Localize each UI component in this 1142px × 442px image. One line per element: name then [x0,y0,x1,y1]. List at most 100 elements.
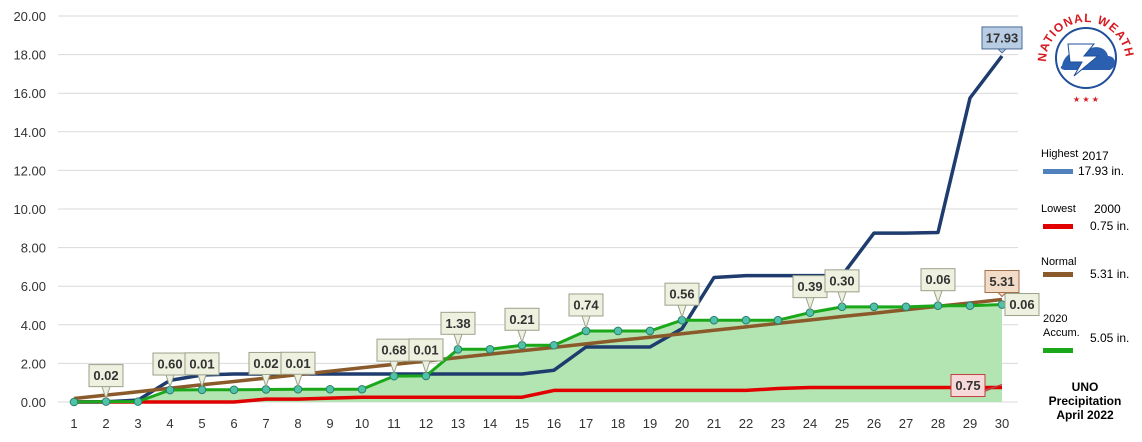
callout-pointer [933,290,943,305]
callout-box [280,351,316,375]
data-label: 0.75 [955,378,980,393]
x-tick-label: 19 [643,416,657,431]
data-label-callout: 0.02 [88,364,124,401]
y-tick-label: 0.00 [21,395,46,410]
data-label-callout: 17.93 [981,26,1023,54]
series-area-2020-accum [74,304,1002,402]
x-tick-label: 26 [867,416,881,431]
data-label-callout: 0.30 [824,269,860,306]
series-line-highest [73,54,1004,404]
data-label: 5.31 [989,274,1014,289]
callout-box [408,338,444,362]
callout-pointer [997,292,1007,298]
data-point-2020-accum [741,315,751,325]
y-tick-label: 14.00 [13,125,46,140]
series-line-lowest [74,385,1002,404]
callout-pointer [389,360,399,375]
data-label-callout: 0.06 [920,268,956,305]
series-line-2020-accum [73,303,1003,404]
callout-pointer [837,291,847,306]
x-tick-label: 22 [739,416,753,431]
data-point-2020-accum [645,326,655,336]
callout-box [504,307,540,331]
data-label: 0.68 [381,343,406,358]
data-point-2020-accum [325,384,335,394]
data-label-callout: 0.56 [664,282,700,319]
data-label: 0.01 [285,356,310,371]
data-point-2020-accum [69,397,79,407]
legend-lowest-value: 0.75 in. [1090,219,1130,233]
legend-current-label-line1: 2020 [1043,313,1068,325]
data-point-2020-accum [773,315,783,325]
x-tick-label: 25 [835,416,849,431]
data-label: 0.01 [189,356,214,371]
x-tick-label: 28 [931,416,945,431]
legend-highest-label: Highest [1041,148,1079,160]
callout-box [984,270,1020,294]
callout-pointer [453,334,463,348]
callout-box [568,293,604,317]
legend-current-label-line2: Accum. [1043,327,1080,339]
x-tick-label: 20 [675,416,689,431]
x-tick-label: 4 [166,416,173,431]
data-label: 0.02 [93,368,118,383]
callout-box [1004,293,1040,317]
data-point-2020-accum [229,385,239,395]
data-label-callout: 0.01 [184,352,220,389]
data-point-2020-accum [901,302,911,312]
callout-box [440,311,476,335]
data-point-2020-accum [869,302,879,312]
data-point-2020-accum [613,326,623,336]
x-tick-label: 9 [326,416,333,431]
data-label-callout: 1.38 [440,311,476,348]
legend-highest-value: 17.93 in. [1078,164,1125,178]
callout-pointer [805,297,815,312]
data-label: 0.39 [797,279,822,294]
nws-logo-icon: NATIONAL WEATHER SERVICE ★ ★ ★ [1027,0,1140,108]
x-tick-label: 5 [198,416,205,431]
callout-pointer [101,386,111,401]
data-point-2020-accum [133,397,143,406]
data-label: 0.06 [925,272,950,287]
y-tick-label: 20.00 [13,9,46,24]
series-line-normal [73,297,1003,401]
callout-pointer [293,374,303,388]
data-label: 0.02 [253,356,278,371]
data-label-callout: 0.02 [248,351,284,389]
legend-lowest-year: 2000 [1094,202,1121,216]
data-label: 0.21 [509,312,534,327]
x-tick-label: 13 [451,416,465,431]
data-point-2020-accum [965,301,975,310]
x-tick-label: 17 [579,416,593,431]
x-tick-label: 6 [230,416,237,431]
data-label: 17.93 [986,30,1019,45]
legend-lowest-swatch [1043,224,1073,229]
y-tick-label: 18.00 [13,48,46,63]
data-label-callout: 0.75 [950,374,1003,398]
y-tick-label: 12.00 [13,163,46,178]
callout-box [920,268,956,292]
data-label-callout: 0.01 [280,351,316,388]
callout-pointer [261,374,271,389]
callout-box [88,364,124,388]
callout-pointer [165,374,175,389]
x-tick-label: 3 [134,416,141,431]
legend-highest-year: 2017 [1082,149,1109,163]
caption-line1: UNO [1071,380,1099,394]
callout-box [950,374,986,398]
callout-pointer [997,48,1007,54]
x-tick-label: 12 [419,416,433,431]
x-tick-label: 16 [547,416,561,431]
data-label: 0.06 [1009,297,1034,312]
legend-normal-label: Normal [1041,256,1077,268]
data-label: 0.60 [157,357,182,372]
legend-current-value: 5.05 in. [1090,331,1130,345]
data-label: 0.01 [413,342,438,357]
y-tick-label: 16.00 [13,86,46,101]
x-tick-label: 8 [294,416,301,431]
data-point-2020-accum [709,315,719,325]
callout-pointer [677,305,687,319]
x-tick-label: 11 [387,416,401,431]
callout-box [981,26,1023,50]
series-layer [69,54,1007,407]
